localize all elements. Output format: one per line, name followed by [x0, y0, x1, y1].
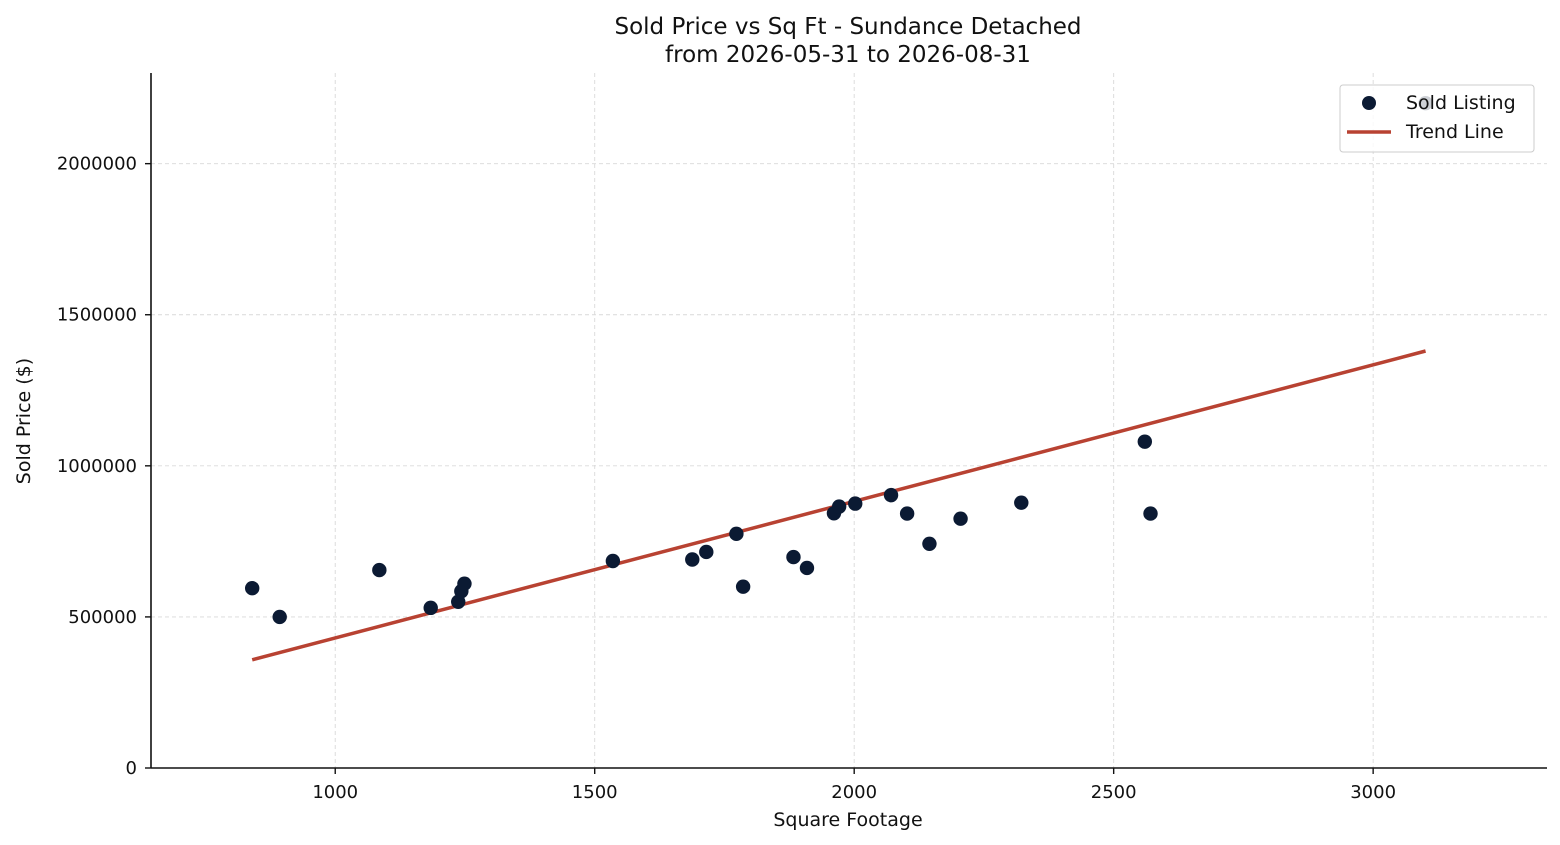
sold-listing-point — [848, 496, 863, 511]
legend-label-trend-line: Trend Line — [1405, 121, 1504, 143]
x-ticks: 1000 1500 2000 2500 3000 — [312, 768, 1396, 803]
sold-listing-point — [786, 549, 801, 565]
sold-listing-point — [729, 526, 744, 542]
sold-listing-point — [685, 552, 700, 567]
sold-listing-series — [244, 96, 1433, 625]
chart-title: Sold Price vs Sq Ft - Sundance Detached — [614, 14, 1081, 40]
sold-listing-point — [735, 579, 751, 594]
legend: Sold Listing Trend Line — [1339, 84, 1535, 153]
x-tick-label: 2000 — [831, 782, 877, 803]
axes — [150, 73, 1547, 769]
legend-marker-sold-listing — [1362, 96, 1376, 110]
y-tick-label: 1500000 — [57, 305, 137, 326]
sold-listing-point — [953, 511, 968, 526]
x-tick-label: 2500 — [1091, 782, 1137, 803]
x-axis-label: Square Footage — [773, 809, 922, 831]
sold-listing-point — [372, 562, 387, 578]
sold-listing-point — [423, 600, 438, 616]
grid-lines — [151, 73, 1547, 768]
sold-listing-point — [244, 581, 260, 596]
sold-listing-point — [1143, 506, 1158, 521]
chart-subtitle: from 2026-05-31 to 2026-08-31 — [665, 42, 1031, 68]
sold-listing-point — [922, 536, 937, 551]
y-ticks: 0 500000 1000000 1500000 2000000 — [57, 154, 151, 779]
y-axis-label: Sold Price ($) — [13, 358, 35, 484]
legend-label-sold-listing: Sold Listing — [1406, 92, 1516, 114]
x-tick-label: 1500 — [572, 782, 618, 803]
sold-listing-point — [1014, 495, 1029, 510]
sold-listing-point — [1137, 434, 1153, 449]
y-tick-label: 500000 — [68, 607, 137, 628]
y-tick-label: 2000000 — [57, 154, 137, 175]
sold-listing-point — [799, 560, 815, 576]
sold-listing-point — [272, 609, 287, 625]
sold-listing-point — [883, 487, 899, 503]
sold-listing-point — [457, 576, 472, 591]
x-tick-label: 3000 — [1350, 782, 1396, 803]
sold-listing-point — [899, 506, 915, 521]
sold-listing-point — [831, 499, 847, 514]
x-tick-label: 1000 — [312, 782, 358, 803]
sold-listing-point — [605, 553, 621, 569]
sold-listing-point — [699, 544, 714, 560]
legend-box — [1339, 84, 1535, 153]
y-tick-label: 0 — [126, 758, 137, 779]
y-tick-label: 1000000 — [57, 456, 137, 477]
